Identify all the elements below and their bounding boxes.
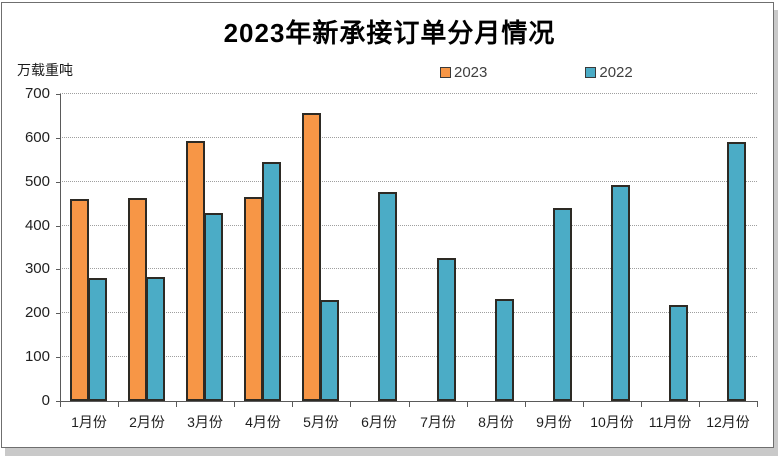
x-tick-mark-10	[641, 402, 642, 407]
legend-swatch-2023-icon	[440, 67, 451, 78]
y-tick-mark-700	[56, 94, 60, 95]
legend-item-2023: 2023	[440, 64, 487, 81]
gridline-400	[60, 224, 757, 226]
y-tick-mark-300	[56, 269, 60, 271]
y-axis-line	[60, 94, 61, 401]
x-tick-label-3: 3月份	[187, 414, 223, 430]
y-tick-mark-200	[56, 313, 60, 315]
gridline-100	[60, 356, 757, 358]
x-tick-mark-0	[60, 402, 61, 407]
gridline-300	[60, 268, 757, 270]
bar-2023-2月份	[128, 198, 147, 401]
bar-2023-1月份	[70, 199, 89, 401]
y-tick-mark-500	[56, 181, 60, 183]
x-tick-label-10: 10月份	[590, 414, 634, 430]
x-tick-label-4: 4月份	[245, 414, 281, 430]
bar-2022-3月份	[204, 213, 223, 401]
x-tick-label-6: 6月份	[361, 414, 397, 430]
bar-2022-7月份	[437, 258, 456, 401]
bar-2022-10月份	[611, 185, 630, 401]
x-tick-mark-8	[525, 402, 526, 407]
bar-2023-5月份	[302, 113, 321, 401]
x-tick-mark-7	[467, 402, 468, 407]
x-tick-label-7: 7月份	[420, 414, 456, 430]
y-tick-label-200: 200	[24, 304, 50, 322]
gridline-200	[60, 312, 757, 314]
x-tick-mark-6	[409, 402, 410, 407]
x-tick-mark-12	[757, 402, 758, 407]
x-tick-label-9: 9月份	[536, 414, 572, 430]
legend-label-2022: 2022	[599, 64, 633, 81]
x-tick-mark-4	[292, 402, 293, 407]
x-tick-label-5: 5月份	[303, 414, 339, 430]
y-axis-unit-label: 万载重吨	[17, 62, 73, 78]
x-tick-mark-5	[350, 402, 351, 407]
bar-2023-4月份	[244, 197, 263, 401]
gridline-500	[60, 180, 757, 182]
y-tick-label-100: 100	[24, 348, 50, 366]
bar-2022-4月份	[262, 162, 281, 401]
bar-2022-5月份	[320, 300, 339, 401]
x-tick-mark-2	[176, 402, 177, 407]
x-tick-mark-9	[583, 402, 584, 407]
bar-2022-2月份	[146, 277, 165, 401]
x-tick-mark-11	[699, 402, 700, 407]
y-tick-label-700: 700	[24, 85, 50, 102]
y-tick-label-400: 400	[24, 216, 50, 234]
x-axis-line	[60, 401, 758, 402]
x-tick-mark-3	[234, 402, 235, 407]
gridline-600	[60, 136, 757, 138]
x-tick-label-11: 11月份	[648, 414, 692, 430]
x-tick-label-12: 12月份	[706, 414, 750, 430]
x-tick-label-1: 1月份	[71, 414, 107, 430]
legend-item-2022: 2022	[585, 64, 633, 81]
y-tick-mark-0	[56, 401, 60, 402]
y-tick-label-500: 500	[24, 172, 50, 190]
bar-2022-8月份	[495, 299, 514, 401]
y-tick-mark-400	[56, 225, 60, 227]
chart-title: 2023年新承接订单分月情况	[223, 18, 556, 48]
y-tick-label-0: 0	[41, 392, 50, 409]
x-tick-label-8: 8月份	[478, 414, 514, 430]
bar-2022-1月份	[88, 278, 107, 401]
y-tick-mark-600	[56, 137, 60, 139]
legend-label-2023: 2023	[454, 64, 488, 81]
bar-2022-6月份	[378, 192, 397, 401]
y-tick-mark-100	[56, 357, 60, 359]
bar-2022-12月份	[727, 142, 746, 401]
y-tick-label-600: 600	[24, 128, 50, 146]
y-tick-label-300: 300	[24, 260, 50, 278]
x-tick-label-2: 2月份	[129, 414, 165, 430]
legend-swatch-2022-icon	[585, 67, 597, 78]
bar-2023-3月份	[186, 141, 205, 401]
x-tick-mark-1	[118, 402, 119, 407]
legend: 2023 2022	[440, 64, 633, 81]
gridline-700	[60, 93, 757, 94]
bar-2022-9月份	[553, 208, 572, 401]
bar-2022-11月份	[669, 305, 688, 401]
